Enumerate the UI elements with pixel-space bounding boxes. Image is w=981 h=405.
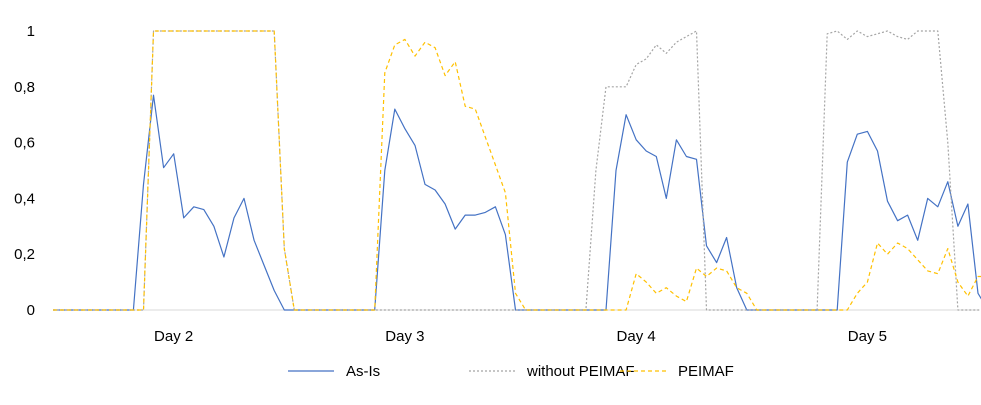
series-line-3 (53, 30, 981, 311)
series-line-2 (53, 30, 981, 311)
y-tick-label: 0,6 (14, 135, 35, 152)
x-tick-label: Day 4 (617, 328, 656, 345)
legend-label: without PEIMAF (526, 363, 635, 380)
y-tick-label: 1 (27, 23, 35, 40)
legend: As-Is without PEIMAF PEIMAF (288, 363, 734, 380)
x-tick-label: Day 2 (154, 328, 193, 345)
legend-label: PEIMAF (678, 363, 734, 380)
y-tick-label: 0,2 (14, 246, 35, 263)
series-lines (53, 30, 981, 311)
y-tick-label: 0 (27, 302, 35, 319)
series-line-1 (53, 94, 981, 311)
x-tick-label: Day 3 (385, 328, 424, 345)
y-tick-label: 0,4 (14, 190, 35, 207)
x-tick-label: Day 5 (848, 328, 887, 345)
y-tick-label: 0,8 (14, 79, 35, 96)
x-axis-ticks: Day 2 Day 3 Day 4 Day 5 (154, 328, 887, 345)
legend-label: As-Is (346, 363, 380, 380)
y-axis-ticks: 0 0,2 0,4 0,6 0,8 1 (14, 23, 35, 319)
